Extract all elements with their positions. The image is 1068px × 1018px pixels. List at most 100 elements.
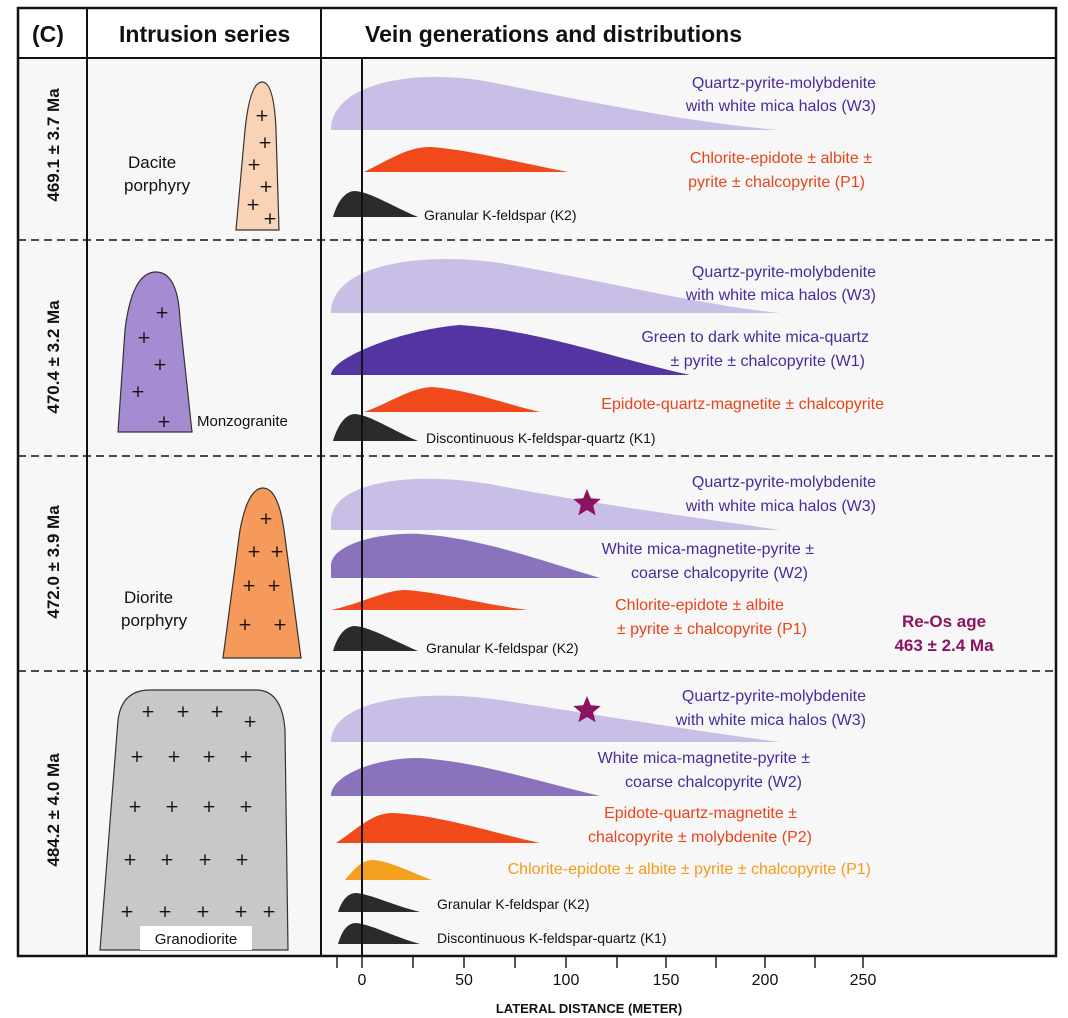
star-icon [573,489,601,516]
granodiorite-plus-grid: + + + + + + + + + + + + + + + + + + + + … [120,702,276,922]
outer-frame [16,6,1058,958]
vein-labels: Quartz-pyrite-molybdenite with white mic… [424,75,884,946]
plus-symbol: + [258,133,272,153]
vein-label-row4-w2-line2: coarse chalcopyrite (W2) [625,774,802,791]
plus-symbol: + [247,542,261,562]
x-tick-label-50: 50 [455,972,473,989]
plus-symbol: + [243,712,257,732]
age-label-row-1: 469.1 ± 3.7 Ma [44,88,63,202]
plus-symbol: + [155,303,169,323]
vein-curve-row3-p1 [331,590,528,610]
vein-label-row1-p1-line2: pyrite ± chalcopyrite (P1) [688,174,865,191]
age-label-row-4: 484.2 ± 4.0 Ma [44,753,63,867]
age-label-row-3: 472.0 ± 3.9 Ma [44,505,63,619]
plus-symbol: + [247,155,261,175]
vein-label-row3-w3-line1: Quartz-pyrite-molybdenite [692,474,876,491]
plus-symbol: + [239,747,253,767]
intrusion-name-dacite-2: porphyry [124,176,191,195]
intrusion-granodiorite: + + + + + + + + + + + + + + + + + + + + … [99,689,289,951]
plus-symbol: + [131,382,145,402]
vein-label-row4-w2-line1: White mica-magnetite-pyrite ± [598,750,811,767]
plus-symbol: + [259,177,273,197]
x-tick-label-150: 150 [653,972,680,989]
vein-label-row4-k2: Granular K-feldspar (K2) [437,896,590,912]
plus-symbol: + [158,902,172,922]
intrusion-name-diorite-1: Diorite [124,588,173,607]
plus-symbol: + [259,509,273,529]
vein-label-row3-k2: Granular K-feldspar (K2) [426,640,579,656]
header: (C) Intrusion series Vein generations an… [32,21,742,47]
vein-label-row3-w3-line2: with white mica halos (W3) [685,498,876,515]
vein-label-row2-p1: Epidote-quartz-magnetite ± chalcopyrite [601,396,884,413]
plus-symbol: + [242,576,256,596]
x-tick-label-0: 0 [358,972,367,989]
plus-symbol: + [270,542,284,562]
vein-label-row4-p1: Chlorite-epidote ± albite ± pyrite ± cha… [508,861,871,878]
plus-symbol: + [130,747,144,767]
plus-symbol: + [239,797,253,817]
dacite-porphyry-shape [235,81,280,231]
x-tick-label-200: 200 [752,972,779,989]
vein-curve-row4-p2 [336,813,540,843]
row-dividers [18,239,1056,672]
plus-symbol: + [235,850,249,870]
vein-curves [331,76,780,944]
intrusion-monzogranite: + + + + + Monzogranite [117,271,288,433]
plus-symbol: + [202,797,216,817]
star-icon [573,696,601,723]
vein-curve-row1-k2 [333,191,418,217]
vein-curve-row4-w3 [331,695,780,742]
vein-label-row3-p1-line1: Chlorite-epidote ± albite [615,597,784,614]
vein-label-row4-w3-line1: Quartz-pyrite-molybdenite [682,688,866,705]
column-title-vein-generations: Vein generations and distributions [365,21,742,47]
vein-label-row3-p1-line2: ± pyrite ± chalcopyrite (P1) [617,621,807,638]
column-title-intrusion-series: Intrusion series [119,21,290,47]
diorite-porphyry-shape [222,487,302,659]
reos-age-label-line1: Re-Os age [902,612,986,631]
plus-symbol: + [267,576,281,596]
vein-label-row1-k2: Granular K-feldspar (K2) [424,207,577,223]
intrusion-dacite-porphyry: + + + + + + Dacite porphyry [124,81,280,231]
vein-curve-row3-k2 [333,626,418,651]
vein-label-row4-p2-line2: chalcopyrite ± molybdenite (P2) [588,829,812,846]
plus-symbol: + [141,702,155,722]
age-labels: 469.1 ± 3.7 Ma 470.4 ± 3.2 Ma 472.0 ± 3.… [44,88,63,867]
plus-symbol: + [246,195,260,215]
plus-symbol: + [238,615,252,635]
plus-symbol: + [255,106,269,126]
plus-symbol: + [176,702,190,722]
granodiorite-label-box [140,926,252,950]
x-tick-label-250: 250 [850,972,877,989]
vein-label-row4-k1: Discontinuous K-feldspar-quartz (K1) [437,930,667,946]
intrusion-diorite-porphyry: + + + + + + + Diorite porphyry [121,487,302,659]
vein-curve-row4-k2 [338,893,420,912]
x-axis-title: LATERAL DISTANCE (METER) [496,1001,682,1016]
frame [16,6,1058,958]
plus-symbol: + [167,747,181,767]
plus-symbol: + [234,902,248,922]
plus-symbol: + [123,850,137,870]
vein-label-row4-w3-line2: with white mica halos (W3) [675,712,866,729]
x-axis: 0 50 100 150 200 250 LATERAL DISTANCE (M… [336,956,877,1016]
plus-symbol: + [202,747,216,767]
vein-label-row2-k1: Discontinuous K-feldspar-quartz (K1) [426,430,656,446]
plus-symbol: + [198,850,212,870]
x-tick-label-100: 100 [553,972,580,989]
vein-curve-row3-w2 [331,533,600,578]
vein-curve-row1-p1 [364,146,568,172]
vein-label-row2-w3-line2: with white mica halos (W3) [685,287,876,304]
vein-label-row1-p1-line1: Chlorite-epidote ± albite ± [690,150,872,167]
vein-curve-row4-k1 [338,923,420,944]
vein-label-row2-w3-line1: Quartz-pyrite-molybdenite [692,264,876,281]
age-label-row-2: 470.4 ± 3.2 Ma [44,300,63,414]
plus-symbol: + [120,902,134,922]
granodiorite-shape [99,689,289,951]
intrusion-name-diorite-2: porphyry [121,611,188,630]
vein-curve-row2-w3 [331,258,780,313]
vein-curve-row2-w1 [331,325,690,375]
panel-label: (C) [32,21,64,47]
vein-curve-row4-w2 [331,757,600,796]
vein-label-row4-p2-line1: Epidote-quartz-magnetite ± [604,805,797,822]
intrusion-name-monzogranite: Monzogranite [197,413,288,430]
